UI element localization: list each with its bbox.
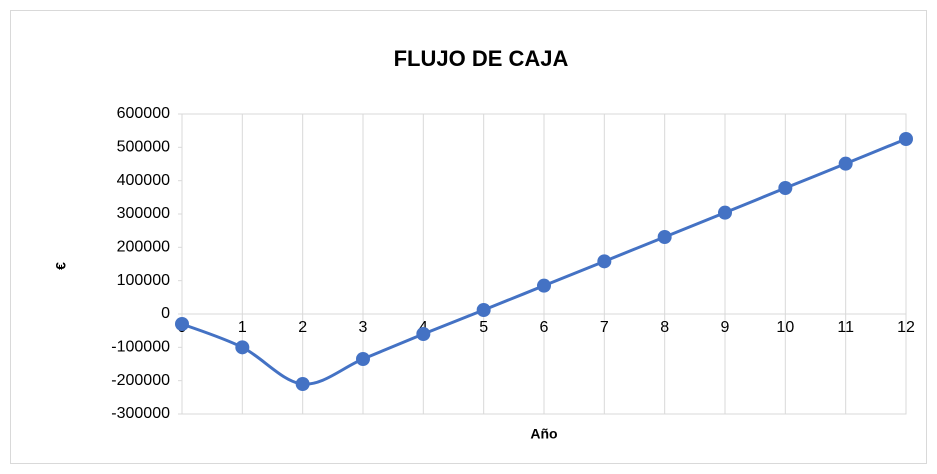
- marker: [235, 340, 250, 355]
- x-tick-label: 10: [776, 319, 794, 336]
- x-tick-label: 3: [359, 319, 368, 336]
- x-tick-label: 5: [479, 319, 488, 336]
- marker: [657, 230, 672, 244]
- y-axis-label: €: [53, 262, 69, 270]
- y-tick-label: 600000: [117, 105, 170, 122]
- marker: [597, 254, 612, 269]
- marker: [899, 132, 913, 146]
- marker: [295, 377, 310, 391]
- y-tick-label: -100000: [111, 339, 170, 356]
- x-tick-label: 6: [540, 319, 549, 336]
- x-tick-label: 1: [238, 319, 247, 336]
- y-tick-label: -300000: [111, 405, 170, 422]
- marker: [416, 327, 431, 341]
- y-tick-label: 300000: [117, 205, 170, 222]
- marker: [175, 317, 189, 331]
- x-tick-label: 9: [721, 319, 730, 336]
- x-tick-label: 2: [298, 319, 307, 336]
- marker: [778, 181, 793, 195]
- y-tick-label: 400000: [117, 172, 170, 189]
- x-tick-label: 7: [600, 319, 609, 336]
- y-tick-label: 100000: [117, 272, 170, 289]
- marker: [537, 278, 551, 293]
- y-tick-label: 0: [161, 305, 170, 322]
- x-tick-label: 11: [837, 319, 854, 336]
- marker: [838, 156, 853, 171]
- x-tick-label: 8: [660, 319, 669, 336]
- x-tick-label: 12: [897, 319, 915, 336]
- marker: [718, 205, 732, 220]
- chart-title: FLUJO DE CAJA: [394, 46, 569, 71]
- marker: [356, 352, 370, 366]
- y-tick-label: 200000: [117, 239, 170, 256]
- chart-frame: [10, 10, 927, 464]
- marker: [476, 303, 491, 317]
- x-axis-label: Año: [530, 426, 557, 442]
- y-tick-label: 500000: [117, 139, 170, 156]
- y-tick-label: -200000: [111, 372, 170, 389]
